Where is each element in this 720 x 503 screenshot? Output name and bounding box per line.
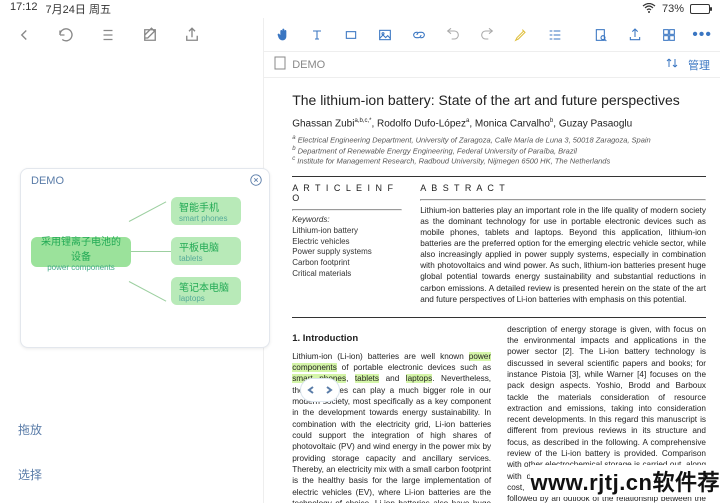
intro-text: Lithium-ion (Li-ion) batteries are well … — [292, 351, 491, 503]
body-column-1: 1. Introduction Lithium-ion (Li-ion) bat… — [292, 324, 491, 503]
paper-authors: Ghassan Zubia,b,c,*, Rodolfo Dufo-Lópeza… — [292, 118, 706, 129]
paper-title: The lithium-ion battery: State of the ar… — [292, 92, 706, 108]
search-icon[interactable] — [590, 24, 612, 46]
mindmap-title: DEMO — [31, 175, 64, 187]
mindmap-root-node[interactable]: 采用锂离子电池的设备 power components — [31, 237, 131, 267]
doc-tab-name[interactable]: DEMO — [292, 59, 325, 71]
node-label-en: power components — [39, 263, 123, 272]
status-bar: 17:12 7月24日 周五 73% — [0, 0, 720, 18]
layout-icon[interactable] — [658, 24, 680, 46]
node-label-zh: 智能手机 — [179, 199, 233, 214]
swap-icon[interactable] — [666, 57, 678, 72]
article-info: A R T I C L E I N F O Keywords: Lithium-… — [292, 183, 402, 305]
right-pane: ••• DEMO 管理 The lithium-ion battery: Sta… — [263, 18, 720, 503]
rect-tool-icon[interactable] — [340, 24, 362, 46]
connector — [129, 281, 167, 302]
node-label-zh: 平板电脑 — [179, 239, 233, 254]
mindmap-card[interactable]: DEMO 采用锂离子电池的设备 power components 智能手机 sm… — [20, 168, 270, 348]
mindmap-child-node[interactable]: 智能手机 smart phones — [171, 197, 241, 225]
back-button[interactable] — [10, 21, 38, 49]
document-tab-bar: DEMO 管理 — [264, 52, 720, 78]
watermark: www.rjtj.cn软件荐 — [530, 465, 720, 497]
abstract: A B S T R A C T Lithium-ion batteries pl… — [420, 183, 706, 305]
card-close-icon[interactable] — [249, 173, 263, 187]
paper-affiliations: a Electrical Engineering Department, Uni… — [292, 135, 706, 166]
left-pane: DEMO 采用锂离子电池的设备 power components 智能手机 sm… — [0, 18, 263, 503]
node-label-zh: 采用锂离子电池的设备 — [39, 233, 123, 263]
wifi-icon — [642, 3, 656, 16]
left-toolbar — [0, 18, 263, 52]
status-time: 17:12 — [10, 1, 38, 17]
doc-icon — [274, 56, 286, 73]
side-actions: 拖放 选择 — [18, 421, 42, 483]
battery-pct: 73% — [662, 3, 684, 15]
list-button[interactable] — [94, 21, 122, 49]
node-label-en: tablets — [179, 254, 233, 263]
battery-icon — [690, 4, 710, 14]
undo-icon[interactable] — [442, 24, 464, 46]
manage-link[interactable]: 管理 — [688, 57, 710, 73]
node-label-en: smart phones — [179, 214, 233, 223]
refresh-button[interactable] — [52, 21, 80, 49]
export-icon[interactable] — [624, 24, 646, 46]
pane-divider-handle[interactable] — [300, 378, 340, 402]
outline-tool-icon[interactable] — [544, 24, 566, 46]
select-mode-button[interactable]: 选择 — [18, 466, 42, 483]
connector — [129, 201, 167, 222]
mindmap-child-node[interactable]: 平板电脑 tablets — [171, 237, 241, 265]
node-label-zh: 笔记本电脑 — [179, 279, 233, 294]
document-viewer[interactable]: The lithium-ion battery: State of the ar… — [264, 78, 720, 503]
image-tool-icon[interactable] — [374, 24, 396, 46]
mindmap-child-node[interactable]: 笔记本电脑 laptops — [171, 277, 241, 305]
hand-tool-icon[interactable] — [272, 24, 294, 46]
link-tool-icon[interactable] — [408, 24, 430, 46]
redo-icon[interactable] — [476, 24, 498, 46]
pdf-toolbar: ••• — [264, 18, 720, 52]
node-label-en: laptops — [179, 294, 233, 303]
drag-mode-button[interactable]: 拖放 — [18, 421, 42, 438]
status-date: 7月24日 周五 — [46, 1, 111, 17]
share-button[interactable] — [178, 21, 206, 49]
connector — [129, 251, 171, 252]
edit-button[interactable] — [136, 21, 164, 49]
more-icon[interactable]: ••• — [692, 26, 712, 44]
highlight-tool-icon[interactable] — [510, 24, 532, 46]
text-tool-icon[interactable] — [306, 24, 328, 46]
